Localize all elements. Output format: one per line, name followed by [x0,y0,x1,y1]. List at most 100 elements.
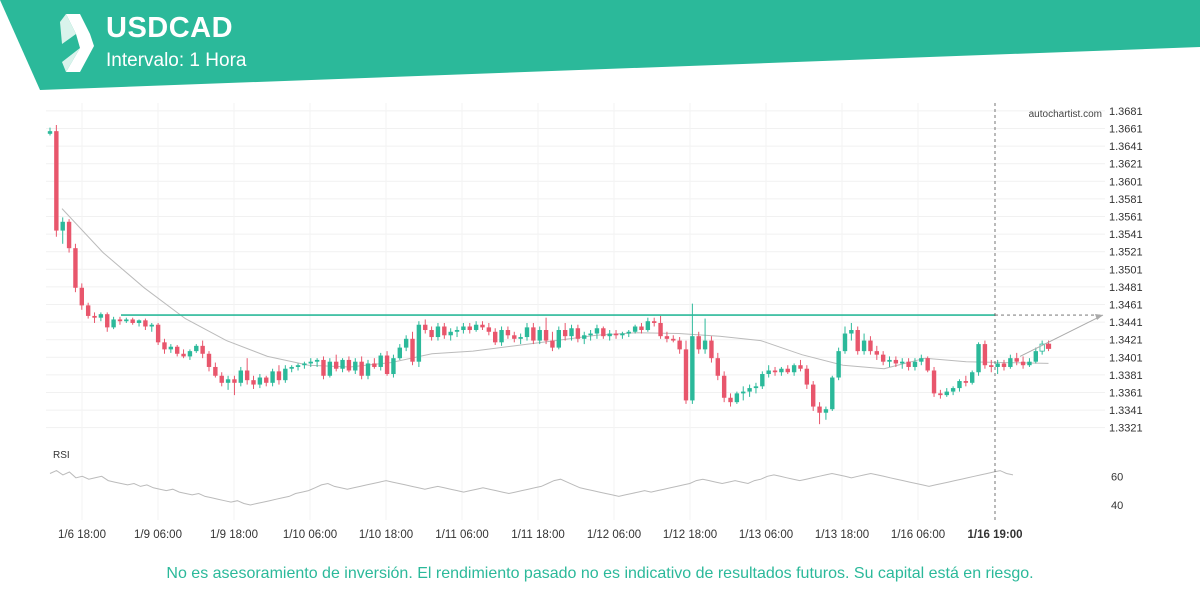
candle-body [54,131,59,231]
candle-body [162,342,167,350]
candle [429,326,434,341]
candle-body [632,326,638,332]
candle [721,371,727,403]
candle-body [289,366,294,369]
candle-body [671,338,676,341]
candle-body [429,330,434,338]
y-tick-label: 1.3421 [1109,335,1143,347]
candle-body [855,330,860,352]
candle [607,330,612,341]
y-tick-label: 1.3381 [1109,370,1143,382]
candle-body [957,381,962,389]
candle [632,324,638,334]
candle-body [1027,361,1032,366]
candle-body [295,365,301,367]
candle [359,356,364,380]
candle-body [607,333,612,337]
candle-body [944,391,949,396]
candle-body [842,333,848,352]
candle-body [232,379,237,383]
candle-body [1001,363,1007,367]
candle [531,322,536,345]
candle [168,344,174,353]
candle-body [187,351,193,357]
y-tick-label: 1.3441 [1109,317,1143,329]
candle [181,349,186,359]
candle-body [98,314,104,318]
candle [238,366,243,387]
candle-body [442,326,447,336]
candle [416,321,422,367]
candle-body [308,361,313,364]
moving-average-line [61,208,1049,370]
candle [906,358,911,371]
candle [486,322,492,336]
candle-body [989,365,994,367]
candle-body [702,340,708,350]
candle-body [206,353,212,367]
candle-body [1033,351,1038,362]
y-tick-label: 1.3361 [1109,387,1143,399]
candle-body [1045,343,1052,349]
resistance-layer [121,314,1104,357]
candle-body [861,340,867,352]
candle-body [849,330,854,334]
y-tick-label: 1.3341 [1109,405,1143,417]
candle-body [753,386,759,389]
candle-body [384,355,390,375]
candle [989,359,994,373]
candle [302,361,307,369]
candle-body [136,320,142,323]
candle-body [365,363,371,376]
candle [518,333,523,345]
candle-body [677,340,682,350]
candle-body [963,381,969,383]
candle-body [919,358,924,362]
candle [270,368,275,387]
candle [219,372,224,387]
candle [92,312,97,323]
candle [588,330,593,341]
candle [766,365,771,378]
candle-body [493,331,498,343]
candle-body [830,377,835,410]
candle-body [85,305,91,316]
candle [512,331,517,343]
candle-body [435,326,441,338]
candle-body [340,359,345,369]
candle [702,318,708,354]
candle [378,352,383,371]
candle-body [893,359,899,364]
candle [594,324,600,339]
candle [105,312,110,332]
candle-body [556,330,561,348]
candle-body [378,355,383,367]
candle [308,358,313,367]
candle-body [66,221,72,249]
candle-body [124,319,129,322]
candle-body [798,365,803,369]
y-tick-label: 1.3601 [1109,176,1143,188]
candle-body [92,315,97,318]
candle-body [995,363,1000,367]
x-tick-label: 1/13 18:00 [815,529,869,541]
candle [957,379,962,392]
candle [677,337,682,354]
y-tick-label: 1.3461 [1109,299,1143,311]
candle [505,326,511,339]
candle [658,315,663,339]
candle-body [741,391,746,394]
candle [950,386,956,396]
candle [448,328,453,341]
candle [442,322,447,339]
x-tick-label: 1/9 18:00 [210,529,258,541]
candle-body [811,384,816,407]
candle-body [302,363,307,366]
candle [601,326,606,339]
candle-body [950,388,956,392]
candle-body [175,346,180,354]
grid-layer [46,103,1105,520]
candle [194,344,199,353]
candle [772,366,778,376]
candle-body [524,327,530,338]
